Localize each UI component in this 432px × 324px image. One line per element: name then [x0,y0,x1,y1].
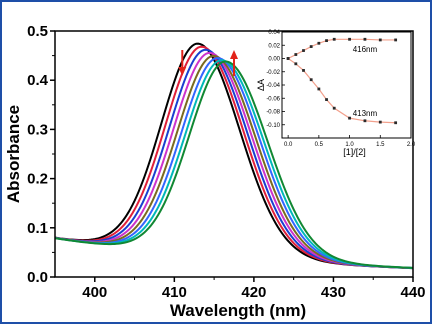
y-tick-label: 0.4 [27,72,49,89]
y-axis-title: Absorbance [4,105,23,203]
inset-point-416nm [363,37,367,41]
y-tick-label: 0.2 [27,171,48,188]
inset-point-413nm [348,116,351,120]
inset-point-416nm [317,41,321,45]
inset-x-axis-title: [1]/[2] [343,147,366,157]
inset-y-tick-label: -0.04 [266,83,280,89]
inset-point-416nm [332,37,336,41]
inset-point-413nm [286,57,290,60]
inset-point-416nm [348,37,351,41]
inset-point-413nm [332,106,336,110]
inset-point-413nm [325,98,328,101]
inset-y-tick-label: -0.10 [266,123,280,129]
inset-point-413nm [317,87,321,91]
inset-plot: 0.0 0.5 1.0 1.5 2.0 0.04 0.02 0.00 -0.02 -0.04 -0.… [256,30,416,157]
inset-y-tick-label: -0.06 [266,96,280,102]
x-tick-label: 430 [321,284,346,301]
x-tick-label: 410 [162,284,187,301]
inset-point-413nm [309,78,313,82]
x-tick-label: 420 [241,284,266,301]
inset-y-tick-label: -0.08 [266,110,280,116]
inset-point-413nm [294,62,298,66]
inset-series-label-413nm: 413nm [353,109,378,118]
inset-y-tick-label: 0.04 [268,30,280,36]
inset-x-tick-label: 0.0 [284,142,293,148]
inset-x-tick-label: 1.5 [376,142,385,148]
x-tick-label: 440 [400,284,425,301]
y-tick-label: 0.1 [27,220,48,237]
arrow-down-icon [178,50,187,76]
y-tick-label: 0.5 [27,23,48,40]
inset-point-413nm [394,121,398,125]
inset-x-tick-label: 2.0 [407,142,416,148]
inset-point-413nm [363,119,367,123]
inset-x-tick-label: 0.5 [315,142,324,148]
inset-point-416nm [325,39,328,43]
inset-series-label-416nm: 416nm [353,45,378,54]
inset-point-413nm [378,120,382,124]
x-axis-title: Wavelength (nm) [170,301,306,320]
inset-point-416nm [294,53,298,56]
inset-point-416nm [378,38,382,42]
inset-point-416nm [394,38,398,42]
inset-point-416nm [302,49,305,52]
inset-x-tick-label: 1.0 [345,142,354,148]
y-tick-label: 0.0 [27,269,48,286]
inset-y-tick-label: -0.02 [266,70,280,76]
arrow-up-icon [230,50,238,76]
inset-point-416nm [309,45,313,48]
inset-y-tick-label: 0.00 [268,57,280,63]
inset-point-413nm [302,69,305,72]
x-tick-label: 400 [82,284,107,301]
inset-y-axis-title: ΔA [256,79,266,91]
inset-y-tick-label: 0.02 [268,43,280,49]
main-plot: 400 410 420 430 440 0.0 0.1 0.2 0.3 0.4 0.5 Wavelen… [4,23,426,320]
y-tick-label: 0.3 [27,121,48,138]
